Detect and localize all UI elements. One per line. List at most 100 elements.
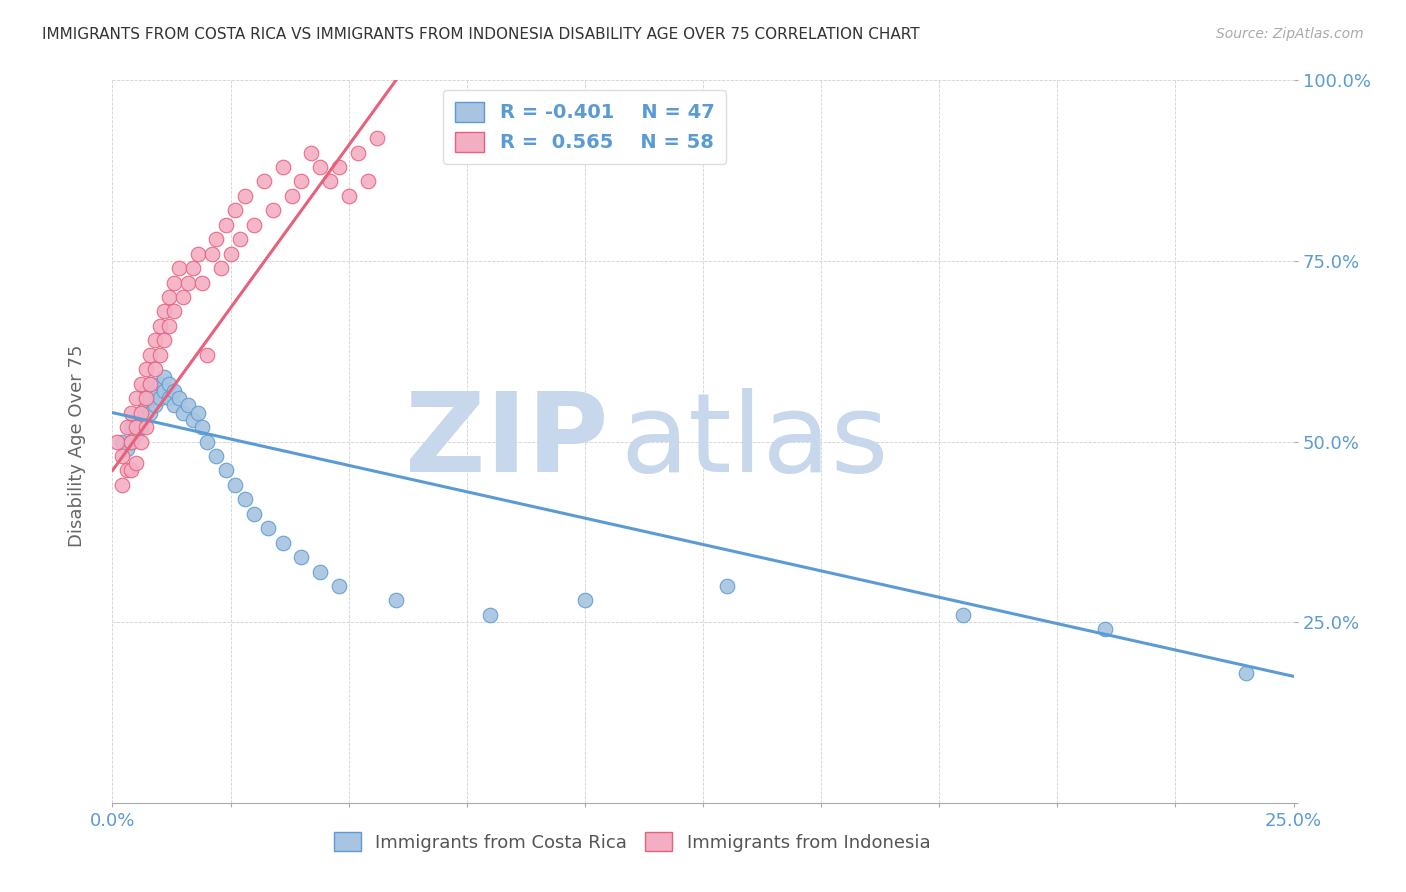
- Point: [257, 521, 280, 535]
- Point: [125, 413, 148, 427]
- Text: IMMIGRANTS FROM COSTA RICA VS IMMIGRANTS FROM INDONESIA DISABILITY AGE OVER 75 C: IMMIGRANTS FROM COSTA RICA VS IMMIGRANTS…: [42, 27, 920, 42]
- Point: [191, 276, 214, 290]
- Point: [125, 427, 148, 442]
- Point: [135, 384, 157, 398]
- Point: [157, 318, 180, 333]
- Point: [139, 348, 162, 362]
- Point: [139, 376, 162, 391]
- Point: [139, 391, 162, 405]
- Point: [120, 434, 142, 449]
- Point: [215, 463, 238, 477]
- Point: [135, 398, 157, 412]
- Point: [135, 362, 157, 376]
- Point: [143, 398, 166, 412]
- Point: [1094, 623, 1116, 637]
- Point: [253, 174, 276, 188]
- Point: [129, 406, 152, 420]
- Text: ZIP: ZIP: [405, 388, 609, 495]
- Point: [219, 246, 242, 260]
- Point: [105, 434, 128, 449]
- Point: [139, 376, 162, 391]
- Point: [366, 131, 388, 145]
- Point: [209, 261, 232, 276]
- Point: [120, 463, 142, 477]
- Point: [574, 593, 596, 607]
- Point: [952, 607, 974, 622]
- Point: [229, 232, 252, 246]
- Point: [149, 318, 172, 333]
- Point: [309, 565, 332, 579]
- Point: [243, 218, 266, 232]
- Point: [149, 348, 172, 362]
- Point: [149, 391, 172, 405]
- Point: [195, 348, 218, 362]
- Text: atlas: atlas: [620, 388, 889, 495]
- Point: [153, 369, 176, 384]
- Point: [111, 449, 134, 463]
- Point: [153, 334, 176, 348]
- Point: [205, 232, 228, 246]
- Point: [181, 261, 204, 276]
- Point: [191, 420, 214, 434]
- Point: [319, 174, 342, 188]
- Point: [157, 290, 180, 304]
- Point: [111, 478, 134, 492]
- Point: [167, 391, 190, 405]
- Point: [129, 420, 152, 434]
- Point: [111, 434, 134, 449]
- Point: [233, 492, 256, 507]
- Point: [271, 160, 294, 174]
- Point: [115, 420, 138, 434]
- Point: [125, 391, 148, 405]
- Point: [125, 456, 148, 470]
- Point: [115, 463, 138, 477]
- Point: [271, 535, 294, 549]
- Point: [153, 384, 176, 398]
- Point: [143, 384, 166, 398]
- Point: [135, 420, 157, 434]
- Point: [163, 384, 186, 398]
- Point: [224, 203, 246, 218]
- Point: [120, 434, 142, 449]
- Point: [115, 442, 138, 456]
- Point: [157, 391, 180, 405]
- Point: [716, 579, 738, 593]
- Point: [163, 398, 186, 412]
- Point: [129, 376, 152, 391]
- Legend: Immigrants from Costa Rica, Immigrants from Indonesia: Immigrants from Costa Rica, Immigrants f…: [326, 825, 938, 859]
- Point: [157, 376, 180, 391]
- Point: [177, 398, 200, 412]
- Point: [177, 276, 200, 290]
- Point: [224, 478, 246, 492]
- Point: [337, 189, 360, 203]
- Text: Disability Age Over 75: Disability Age Over 75: [69, 344, 86, 548]
- Point: [186, 246, 208, 260]
- Point: [135, 391, 157, 405]
- Point: [149, 376, 172, 391]
- Point: [385, 593, 408, 607]
- Point: [233, 189, 256, 203]
- Point: [186, 406, 208, 420]
- Point: [328, 579, 350, 593]
- Point: [163, 304, 186, 318]
- Point: [243, 507, 266, 521]
- Point: [181, 413, 204, 427]
- Point: [347, 145, 370, 160]
- Point: [143, 334, 166, 348]
- Point: [129, 434, 152, 449]
- Point: [290, 550, 312, 565]
- Point: [356, 174, 378, 188]
- Point: [290, 174, 312, 188]
- Point: [172, 406, 194, 420]
- Point: [195, 434, 218, 449]
- Point: [328, 160, 350, 174]
- Point: [167, 261, 190, 276]
- Point: [129, 406, 152, 420]
- Point: [205, 449, 228, 463]
- Point: [299, 145, 322, 160]
- Text: Source: ZipAtlas.com: Source: ZipAtlas.com: [1216, 27, 1364, 41]
- Point: [201, 246, 224, 260]
- Point: [215, 218, 238, 232]
- Point: [309, 160, 332, 174]
- Point: [153, 304, 176, 318]
